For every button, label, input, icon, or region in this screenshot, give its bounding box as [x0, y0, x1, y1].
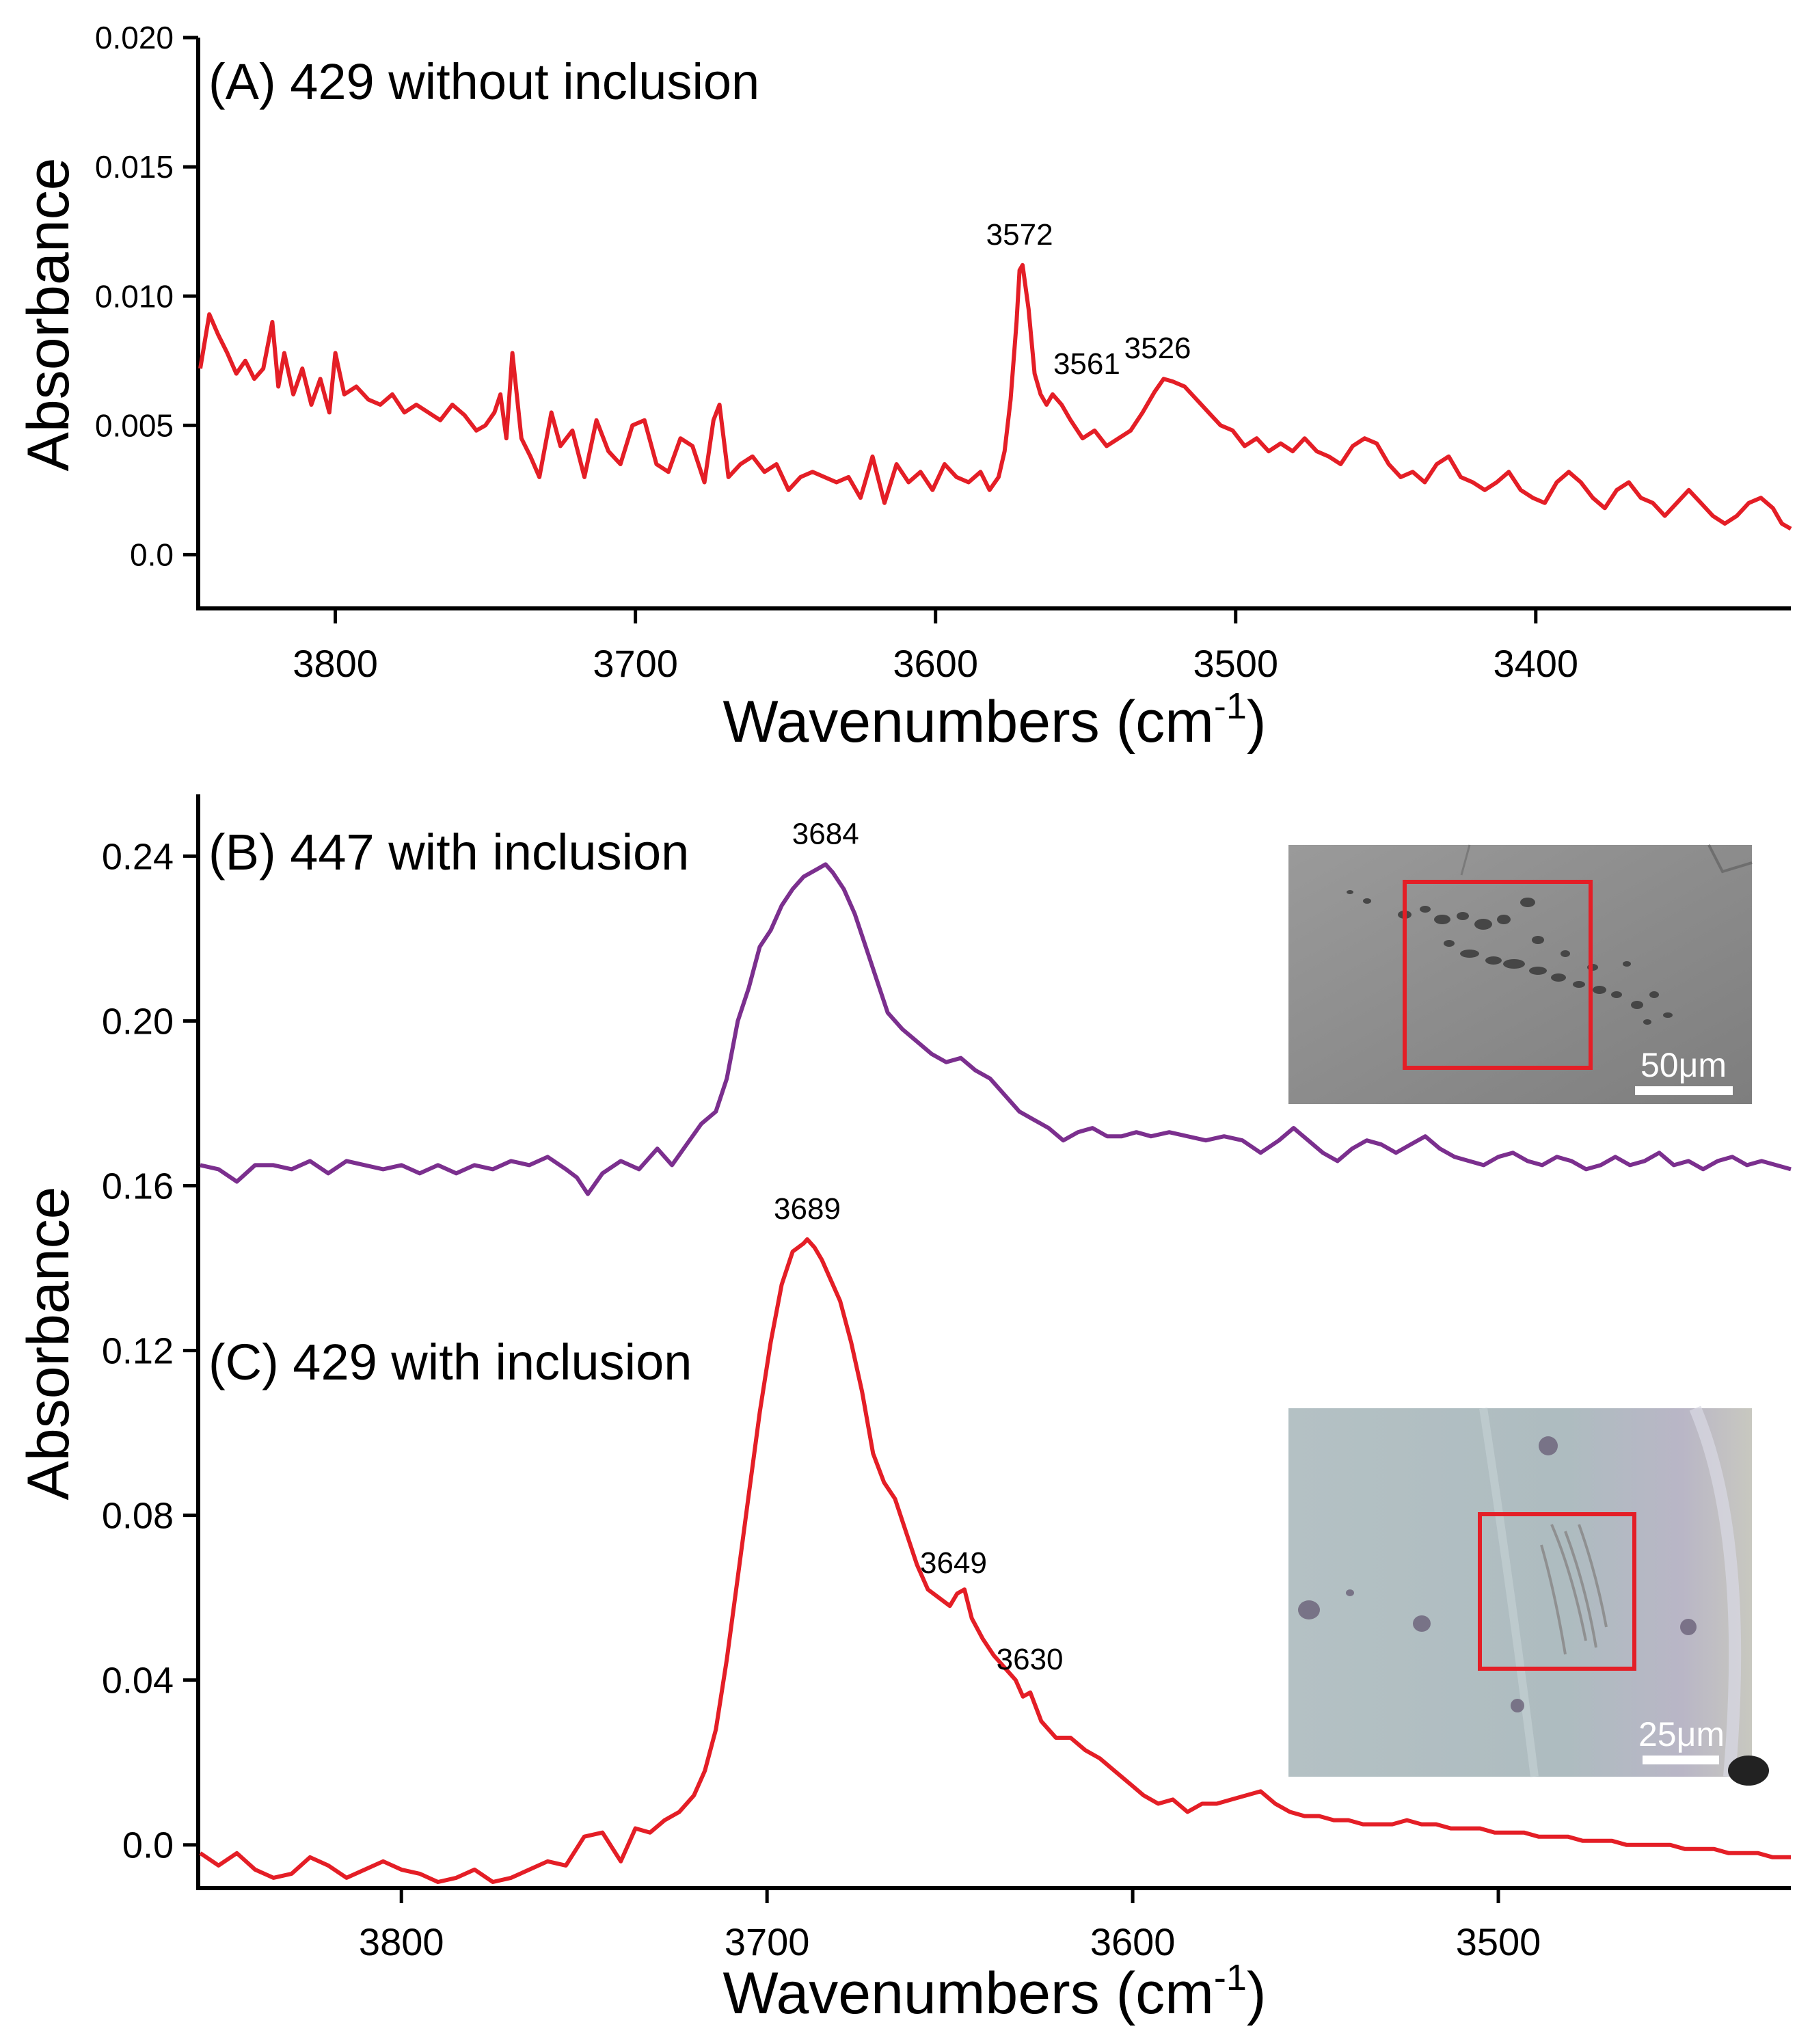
- panel-bc-x-tick-label: 3800: [359, 1920, 444, 1963]
- panel-bc-x-tick-label: 3700: [725, 1920, 810, 1963]
- inset-b-image: [1288, 845, 1752, 1104]
- inset-c-scale-bar: [1643, 1756, 1719, 1764]
- inset-b-micrograph: 50μm: [1288, 844, 1753, 1104]
- panel-bc-y-tick-label: 0.0: [122, 1825, 174, 1866]
- panel-bc-annotations: 3684 3689 3649 3630: [774, 817, 1063, 1676]
- inset-c-highlight-box: [1478, 1512, 1636, 1671]
- panel-bc-x-label-close: ): [1247, 1961, 1267, 2026]
- panel-a-y-tick-label: 0.015: [95, 149, 174, 185]
- panel-a-x-label: Wavenumbers (cm-1): [722, 686, 1266, 755]
- panel-bc-y-tick-label: 0.04: [102, 1660, 174, 1702]
- panel-c-series-line: [199, 1237, 1791, 1884]
- panel-bc: 0.0 0.04 0.08 0.12 0.16 0.20 0.24 3800 3700 3600…: [16, 794, 1792, 2026]
- panel-bc-peak-label: 3649: [920, 1546, 987, 1580]
- panel-bc-x-label: Wavenumbers (cm-1): [722, 1957, 1266, 2026]
- inset-c-crystal-edge-2: [1479, 1408, 1539, 1777]
- panel-bc-x-label-sup: -1: [1214, 1957, 1247, 1998]
- panel-bc-y-tick-label: 0.12: [102, 1330, 174, 1371]
- panel-a-y-tick-label: 0.0: [130, 537, 174, 572]
- panel-a-title: (A) 429 without inclusion: [208, 53, 759, 110]
- panel-a-x-tick-label: 3700: [593, 642, 678, 685]
- inset-b-crystal-edge: [1707, 844, 1753, 874]
- panel-a-peak-label: 3561: [1053, 347, 1120, 381]
- inset-c-image: [1288, 1408, 1752, 1777]
- panel-b-series-line: [200, 862, 1792, 1196]
- panel-a-x-tick-label: 3600: [893, 642, 978, 685]
- panel-bc-y-tick-label: 0.16: [102, 1166, 174, 1207]
- panel-a-series-line: [198, 263, 1792, 531]
- inset-b-crystal-edge-2: [1460, 844, 1471, 876]
- panel-a-x-label-close: ): [1247, 689, 1267, 755]
- panel-a-peak-label: 3572: [986, 218, 1053, 252]
- panel-a-x-tick-label: 3500: [1193, 642, 1278, 685]
- panel-b-title: (B) 447 with inclusion: [208, 824, 689, 880]
- inset-c-spots: [1298, 1436, 1697, 1712]
- panel-bc-x-ticks: 3800 3700 3600 3500: [359, 1888, 1541, 1963]
- panel-a-x-label-sup: -1: [1214, 686, 1247, 727]
- inset-c-micrograph: 25μm: [1288, 1406, 1769, 1786]
- panel-a-y-label: Absorbance: [16, 158, 81, 472]
- panel-a-peak-label: 3526: [1124, 332, 1191, 365]
- panel-bc-y-tick-label: 0.20: [102, 1001, 174, 1042]
- panel-a-annotations: 3572 3561 3526: [986, 218, 1191, 381]
- inset-c-crystal-edge: [1689, 1406, 1742, 1777]
- panel-a-x-tick-label: 3400: [1494, 642, 1579, 685]
- panel-a-x-tick-label: 3800: [293, 642, 378, 685]
- panel-bc-peak-label: 3684: [792, 817, 859, 850]
- panel-bc-x-tick-label: 3600: [1090, 1920, 1176, 1963]
- inset-c-scale-label: 25μm: [1638, 1715, 1725, 1753]
- inset-c-pit: [1728, 1756, 1769, 1786]
- panel-bc-peak-label: 3689: [774, 1192, 841, 1226]
- panel-a-y-tick-label: 0.010: [95, 278, 174, 314]
- panel-bc-y-label: Absorbance: [16, 1187, 81, 1501]
- inset-b-highlight-box: [1403, 880, 1593, 1070]
- inset-b-scale-bar: [1635, 1086, 1733, 1095]
- inset-c-inclusion-body: [1540, 1524, 1608, 1655]
- panel-a-y-ticks: 0.0 0.005 0.010 0.015 0.020: [95, 20, 198, 572]
- panel-c-title: (C) 429 with inclusion: [208, 1334, 692, 1390]
- inset-b-scale-label: 50μm: [1640, 1046, 1727, 1084]
- panel-a-y-tick-label: 0.020: [95, 20, 174, 55]
- panel-bc-x-tick-label: 3500: [1456, 1920, 1541, 1963]
- panel-bc-y-tick-label: 0.08: [102, 1496, 174, 1537]
- panel-bc-y-tick-label: 0.24: [102, 836, 174, 877]
- panel-bc-y-ticks: 0.0 0.04 0.08 0.12 0.16 0.20 0.24: [102, 836, 198, 1866]
- panel-a-y-tick-label: 0.005: [95, 407, 174, 443]
- panel-a-x-ticks: 3800 3700 3600 3500 3400: [293, 608, 1578, 685]
- panel-a: 0.0 0.005 0.010 0.015 0.020 3800 3700 3600 3500…: [16, 20, 1792, 755]
- panel-bc-peak-label: 3630: [997, 1643, 1064, 1676]
